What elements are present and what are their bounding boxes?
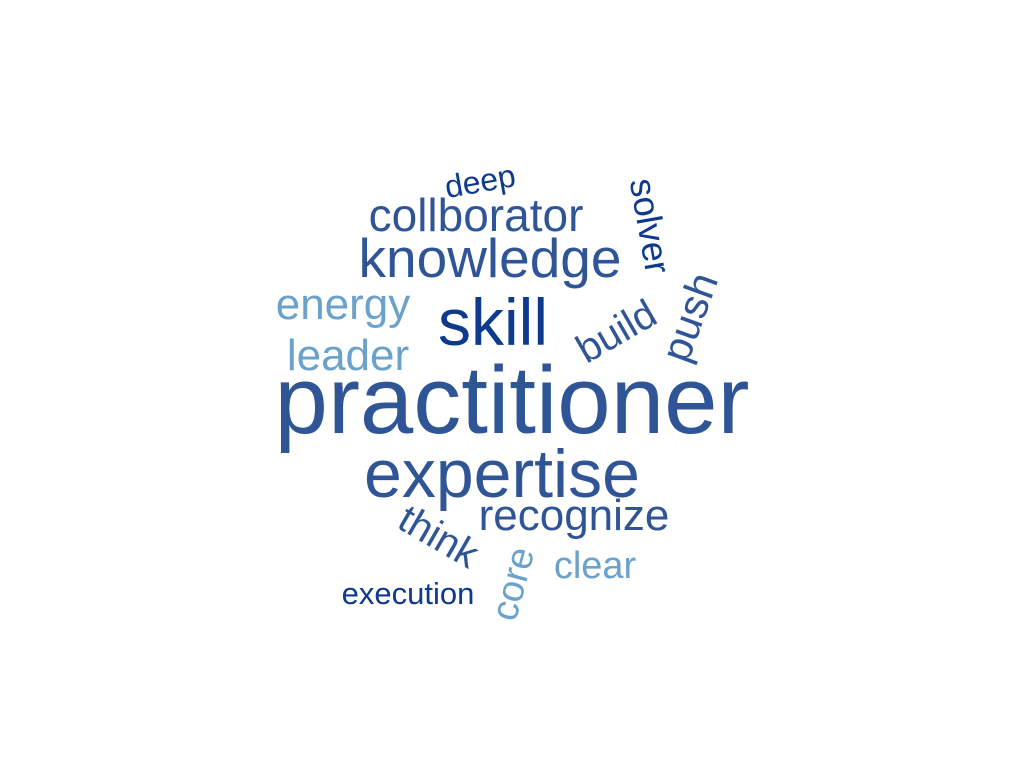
word-leader: leader — [287, 331, 409, 380]
word-collborator: collborator — [369, 189, 584, 241]
word-clear: clear — [554, 545, 637, 587]
word-expertise: expertise — [364, 436, 640, 512]
word-execution: execution — [342, 576, 475, 611]
word-recognize: recognize — [479, 491, 670, 540]
word-knowledge: knowledge — [359, 227, 622, 289]
word-practitioner: practitioner — [275, 347, 750, 454]
word-energy: energy — [276, 280, 411, 329]
word-skill: skill — [438, 285, 548, 359]
